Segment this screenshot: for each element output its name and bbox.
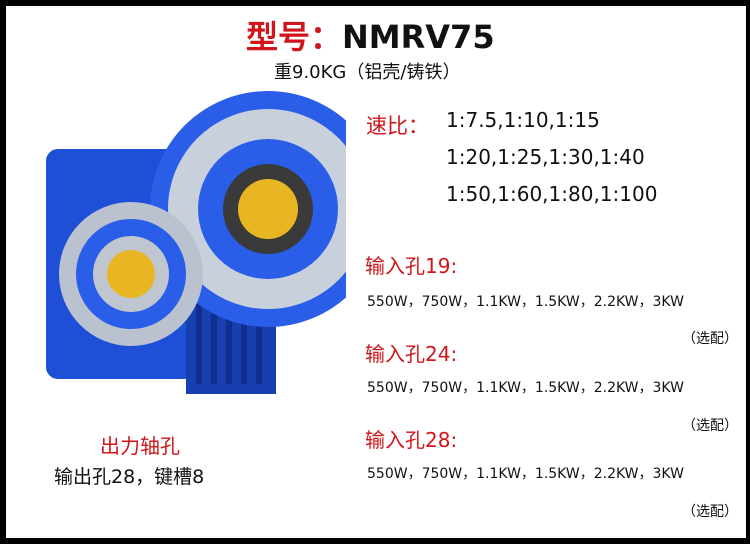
input-label: 输入孔28: [365,428,458,452]
optional-note: （选配） [682,331,738,347]
input-label: 输入孔24: [365,342,458,366]
input-powers: 550W，750W，1.1KW，1.5KW，2.2KW，3KW [367,294,684,310]
output-label: 出力轴孔 [100,434,180,458]
output-desc: 输出孔28，键槽8 [54,466,205,488]
weight-text: 重9.0KG（铝壳/铸铁） [274,62,461,83]
gearbox-image [46,91,346,394]
input-powers: 550W，750W，1.1KW，1.5KW，2.2KW，3KW [367,466,684,482]
optional-note: （选配） [682,504,738,520]
ratio-line: 1:7.5,1:10,1:15 [446,108,600,132]
optional-note: （选配） [682,418,738,434]
ratio-label: 速比： [366,114,429,138]
input-label: 输入孔19: [365,254,458,278]
page-title: 型号：NMRV75 [246,18,495,56]
ratio-line: 1:20,1:25,1:30,1:40 [446,145,645,169]
product-spec-card: 型号：NMRV75 重9.0KG（铝壳/铸铁） 速比： 1:7.5,1:10,1… [6,6,746,538]
input-powers: 550W，750W，1.1KW，1.5KW，2.2KW，3KW [367,380,684,396]
ratio-line: 1:50,1:60,1:80,1:100 [446,182,658,206]
